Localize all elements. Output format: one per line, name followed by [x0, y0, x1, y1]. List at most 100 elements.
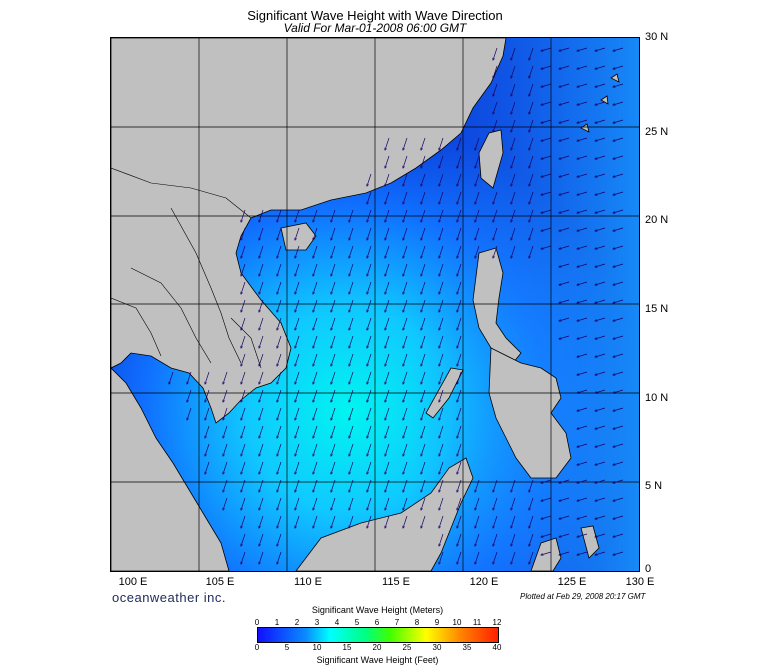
- land-mainland-asia: [111, 38, 507, 424]
- colorbar-meter-tick: 3: [314, 618, 320, 627]
- wave-direction-arrow: [457, 191, 462, 204]
- wave-direction-arrow: [403, 389, 408, 402]
- wave-direction-arrow: [529, 227, 534, 240]
- wave-direction-arrow: [277, 515, 282, 528]
- wave-direction-arrow: [511, 155, 516, 168]
- wave-direction-arrow: [511, 209, 516, 222]
- wave-direction-arrow: [331, 299, 336, 312]
- wave-direction-arrow: [277, 389, 282, 402]
- wave-direction-arrow: [439, 335, 444, 348]
- wave-direction-arrow: [529, 83, 534, 96]
- wave-direction-arrow: [349, 389, 354, 402]
- wave-direction-arrow: [595, 515, 606, 519]
- wave-direction-arrow: [457, 425, 462, 438]
- wave-direction-arrow: [259, 515, 264, 528]
- wave-direction-arrow: [349, 281, 354, 294]
- graticule: [111, 38, 639, 571]
- wave-direction-arrow: [367, 245, 372, 258]
- wave-direction-arrow: [403, 191, 408, 204]
- wave-direction-arrow: [493, 479, 498, 492]
- wave-direction-arrow: [385, 137, 390, 150]
- wave-direction-arrow: [421, 335, 426, 348]
- wave-direction-arrow: [259, 497, 264, 510]
- wave-direction-arrow: [331, 443, 336, 456]
- wave-direction-arrow: [331, 425, 336, 438]
- land-borneo: [295, 457, 474, 571]
- wave-direction-arrow: [457, 245, 462, 258]
- wave-direction-arrow: [241, 263, 246, 276]
- wave-direction-arrow: [577, 263, 588, 267]
- wave-direction-arrow: [421, 245, 426, 258]
- wave-direction-arrow: [529, 101, 534, 114]
- wave-direction-arrow: [241, 389, 246, 402]
- wave-direction-arrow: [313, 263, 318, 276]
- wave-direction-arrow: [559, 245, 570, 249]
- wave-direction-arrow: [511, 101, 516, 114]
- wave-direction-arrow: [559, 515, 570, 519]
- wave-direction-arrow: [385, 497, 390, 510]
- wave-direction-arrow: [613, 353, 624, 357]
- wave-direction-arrow: [295, 443, 300, 456]
- wave-direction-arrow: [457, 461, 462, 474]
- wave-direction-arrow: [313, 371, 318, 384]
- wave-direction-arrow: [313, 497, 318, 510]
- wave-direction-arrow: [475, 191, 480, 204]
- wave-direction-arrow: [559, 65, 570, 69]
- colorbar-feet-tick: 40: [492, 643, 502, 652]
- wave-direction-arrow: [613, 497, 624, 501]
- colorbar-feet-tick: 30: [432, 643, 442, 652]
- land-taiwan: [478, 129, 504, 189]
- wave-direction-arrow: [577, 65, 588, 69]
- colorbar-meter-tick: 0: [254, 618, 260, 627]
- wave-direction-arrow: [613, 461, 624, 465]
- wave-direction-arrow: [367, 479, 372, 492]
- wave-direction-arrow: [385, 353, 390, 366]
- wave-direction-arrow: [331, 407, 336, 420]
- wave-direction-arrow: [595, 119, 606, 123]
- wave-direction-arrow: [313, 299, 318, 312]
- wave-direction-arrow: [223, 443, 228, 456]
- wave-direction-arrow: [403, 407, 408, 420]
- wave-direction-arrow: [421, 515, 426, 528]
- wave-direction-arrow: [475, 227, 480, 240]
- wave-direction-arrow: [259, 281, 264, 294]
- wave-direction-arrow: [259, 407, 264, 420]
- wave-direction-arrow: [403, 425, 408, 438]
- wave-direction-arrow: [367, 317, 372, 330]
- wave-direction-arrow: [385, 371, 390, 384]
- lat-label: 20 N: [645, 214, 669, 226]
- wave-direction-arrow: [313, 209, 318, 222]
- land-islet: [580, 525, 600, 559]
- wave-direction-arrow: [331, 497, 336, 510]
- wave-direction-arrow: [475, 209, 480, 222]
- wave-direction-arrow: [595, 461, 606, 465]
- wave-direction-arrow: [295, 425, 300, 438]
- wave-direction-arrow: [529, 551, 534, 564]
- wave-direction-arrow: [385, 299, 390, 312]
- colorbar-feet-tick: 35: [462, 643, 472, 652]
- wave-direction-arrow: [313, 245, 318, 258]
- wave-direction-arrow: [367, 281, 372, 294]
- wave-direction-arrow: [277, 407, 282, 420]
- wave-direction-arrow: [529, 119, 534, 132]
- wave-direction-arrow: [349, 353, 354, 366]
- wave-direction-arrow: [559, 101, 570, 105]
- wave-direction-arrow: [613, 371, 624, 375]
- wave-direction-arrow: [595, 479, 606, 483]
- wave-direction-arrow: [421, 137, 426, 150]
- wave-direction-arrow: [577, 83, 588, 87]
- wave-direction-arrow: [595, 425, 606, 429]
- wave-direction-arrow: [403, 317, 408, 330]
- wave-direction-arrow: [541, 515, 552, 519]
- wave-direction-arrow: [613, 227, 624, 231]
- wave-direction-arrow: [331, 371, 336, 384]
- wave-direction-arrow: [577, 47, 588, 51]
- wave-direction-arrow: [541, 479, 552, 483]
- wave-direction-arrow: [541, 101, 552, 105]
- wave-direction-arrow: [457, 479, 462, 492]
- wave-direction-arrow: [613, 479, 624, 483]
- wave-direction-arrow: [367, 425, 372, 438]
- lat-label: 10 N: [645, 392, 669, 404]
- wave-direction-arrow: [241, 317, 246, 330]
- wave-direction-arrow: [403, 263, 408, 276]
